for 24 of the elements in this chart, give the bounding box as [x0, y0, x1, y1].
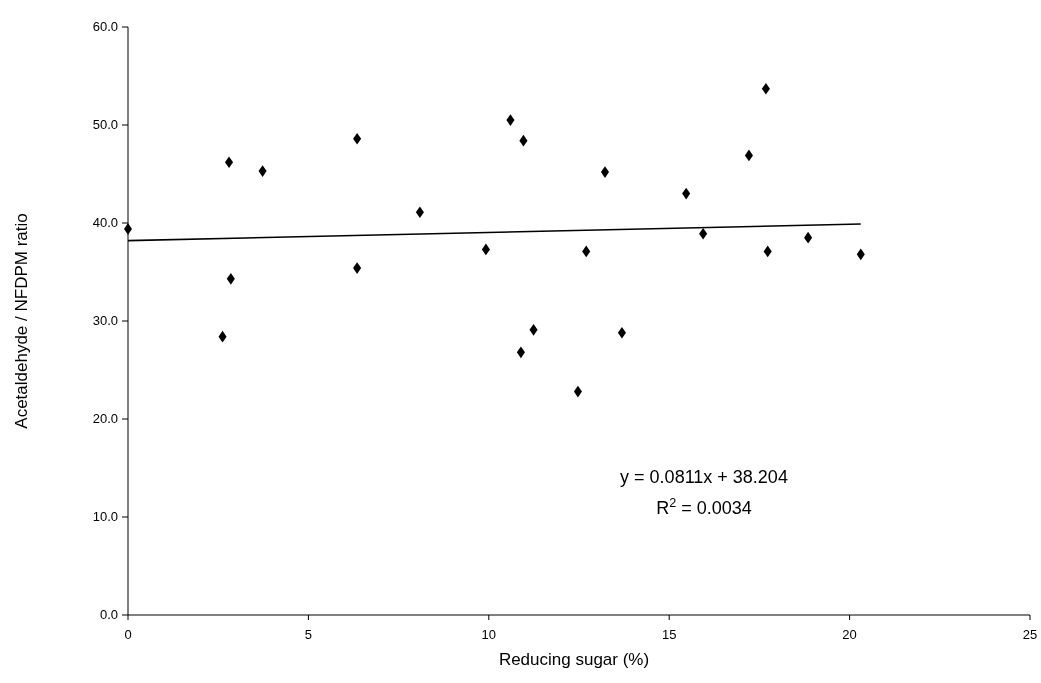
- x-tick-label: 20: [842, 627, 857, 642]
- annotation: y = 0.0811x + 38.204: [620, 467, 788, 487]
- y-tick-label: 0.0: [99, 607, 118, 622]
- x-tick-label: 10: [481, 627, 497, 642]
- x-tick-label: 15: [661, 627, 677, 642]
- point: [224, 156, 234, 169]
- point: [600, 166, 610, 178]
- x-axis-title: Reducing sugar (%): [498, 650, 650, 669]
- x-tick-label: 0: [124, 627, 132, 642]
- point: [123, 223, 133, 235]
- y-tick-label: 60.0: [92, 19, 118, 34]
- y-tick-label: 10.0: [92, 509, 118, 524]
- y-tick-label: 20.0: [92, 411, 118, 426]
- y-tick-label: 30.0: [92, 313, 118, 328]
- y-axis-title: Acetaldehyde / NFDPM ratio: [12, 213, 31, 429]
- x-tick-label: 5: [304, 627, 313, 642]
- x-tick-label: 25: [1022, 627, 1038, 642]
- point: [258, 165, 267, 177]
- y-tick-label: 50.0: [92, 117, 118, 132]
- annotation: R$^{2}$ = 0.0034: [656, 496, 752, 518]
- point: [506, 114, 515, 126]
- y-tick-label: 40.0: [92, 215, 118, 230]
- point: [353, 262, 362, 274]
- point: [226, 273, 235, 285]
